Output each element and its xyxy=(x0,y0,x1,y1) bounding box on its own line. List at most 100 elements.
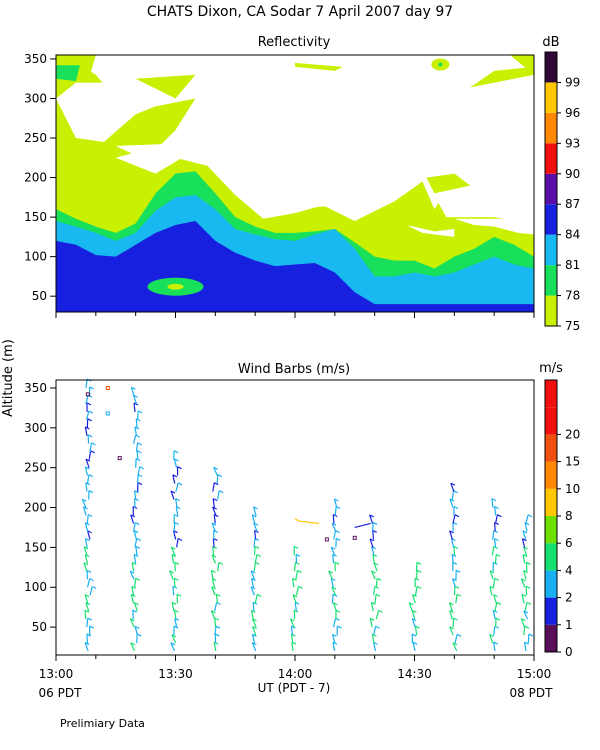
wind-barb-flag xyxy=(88,490,94,494)
wind-barb xyxy=(521,538,526,548)
wind-barb-flag xyxy=(412,609,417,613)
wind-barb-flag xyxy=(174,609,179,613)
reflectivity-top-left-patch-78db xyxy=(56,65,80,82)
wind-barb-flag xyxy=(174,458,179,462)
wind-barb-flag xyxy=(449,602,454,606)
time-tick-label: 13:30 xyxy=(158,667,193,681)
wind-barb xyxy=(170,490,175,500)
wind-barb-flag xyxy=(85,482,91,486)
wind-colorbar-label: 8 xyxy=(565,509,573,523)
wind-barb xyxy=(251,634,256,644)
reflectivity-colorbar-unit: dB xyxy=(542,35,559,50)
reflectivity-colorbar-label: 87 xyxy=(565,197,580,211)
wind-colorbar-label: 10 xyxy=(565,482,580,496)
wind-barb xyxy=(212,546,215,556)
wind-barb xyxy=(290,634,294,644)
wind-barb xyxy=(134,578,137,588)
reflectivity-colorbar-swatch xyxy=(545,234,557,266)
wind-barb xyxy=(253,530,257,540)
wind-barb-flag xyxy=(334,498,339,502)
wind-barb xyxy=(173,578,176,588)
wind-barb-flag xyxy=(253,506,258,510)
reflectivity-colorbar-swatch xyxy=(545,52,557,83)
wind-barb xyxy=(215,594,219,604)
wind-barb xyxy=(491,498,494,508)
wind-barb-flag xyxy=(177,466,182,470)
reflectivity-isolated-core xyxy=(438,62,443,67)
wind-barb xyxy=(131,562,135,572)
wind-barb xyxy=(135,546,138,556)
wind-barb xyxy=(86,634,89,644)
wind-barb-flag xyxy=(216,593,221,597)
wind-barb xyxy=(175,482,179,492)
wind-barb xyxy=(86,410,90,420)
wind-barb xyxy=(130,387,135,397)
wind-y-tick-label: 150 xyxy=(24,540,47,554)
wind-barb-flag xyxy=(171,546,176,550)
wind-barb xyxy=(375,578,378,588)
wind-barb-flag xyxy=(493,529,499,534)
wind-barb-flag xyxy=(131,561,137,565)
wind-barb-flag xyxy=(450,482,456,486)
wind-barb-flag xyxy=(451,553,457,557)
wind-barb xyxy=(250,586,255,596)
wind-barb-flag xyxy=(90,450,95,454)
reflectivity-colorbar-swatch xyxy=(545,143,557,174)
wind-barb xyxy=(172,530,177,540)
wind-colorbar-swatch xyxy=(545,543,557,571)
wind-barb xyxy=(489,570,494,580)
reflectivity-title: Reflectivity xyxy=(258,35,331,50)
wind-barb xyxy=(493,506,497,516)
wind-barb xyxy=(372,530,375,540)
wind-barb-flag xyxy=(492,609,498,613)
wind-barb xyxy=(86,474,90,484)
wind-barb xyxy=(175,506,179,516)
wind-barb-flag xyxy=(135,577,140,581)
wind-barb xyxy=(523,546,528,556)
reflectivity-mid-patch xyxy=(426,173,471,194)
reflectivity-colorbar-frame xyxy=(544,51,558,327)
wind-barb xyxy=(491,530,495,540)
wind-y-tick-label: 350 xyxy=(24,381,47,395)
wind-barb xyxy=(493,538,497,548)
wind-barb-flag xyxy=(173,450,179,454)
wind-barb xyxy=(83,546,88,556)
wind-barb xyxy=(254,594,258,604)
wind-barb-flag xyxy=(452,642,458,646)
wind-barb-flag xyxy=(411,618,417,622)
wind-barb xyxy=(251,514,256,524)
wind-barb-flag xyxy=(131,593,136,597)
wind-barb xyxy=(411,610,416,620)
wind-barb-flag xyxy=(135,458,141,462)
wind-barb xyxy=(370,602,374,612)
reflectivity-colorbar-swatch xyxy=(545,112,557,144)
wind-barb xyxy=(494,514,499,524)
wind-barb xyxy=(173,458,178,468)
wind-barb-flag xyxy=(213,466,218,470)
wind-barb xyxy=(82,506,87,516)
wind-barb xyxy=(494,522,496,532)
wind-barb xyxy=(87,578,91,588)
altitude-axis-label: Altitude (m) xyxy=(1,339,16,417)
wind-barb-flag xyxy=(415,625,420,629)
calm-wind-marker xyxy=(352,535,357,540)
wind-barb-flag xyxy=(527,514,533,518)
wind-barb xyxy=(452,642,458,652)
wind-barb xyxy=(132,434,137,444)
wind-barb xyxy=(251,642,257,652)
calm-wind-marker xyxy=(105,385,110,390)
wind-barb xyxy=(333,530,337,540)
wind-barb-flag xyxy=(133,553,139,557)
wind-barb xyxy=(130,642,136,652)
reflectivity-panel: Reflectivity 50 100 150 200 250 300 350 75 78 81… xyxy=(24,35,580,333)
wind-colorbar-swatch xyxy=(545,516,557,544)
wind-barb-flag xyxy=(298,585,303,589)
wind-barb xyxy=(89,586,93,596)
wind-barb-flag xyxy=(252,642,257,646)
wind-barb-flag xyxy=(135,545,141,549)
wind-barb-flag xyxy=(489,585,495,589)
wind-colorbar-label: 20 xyxy=(565,427,580,441)
wind-barb xyxy=(294,602,298,612)
